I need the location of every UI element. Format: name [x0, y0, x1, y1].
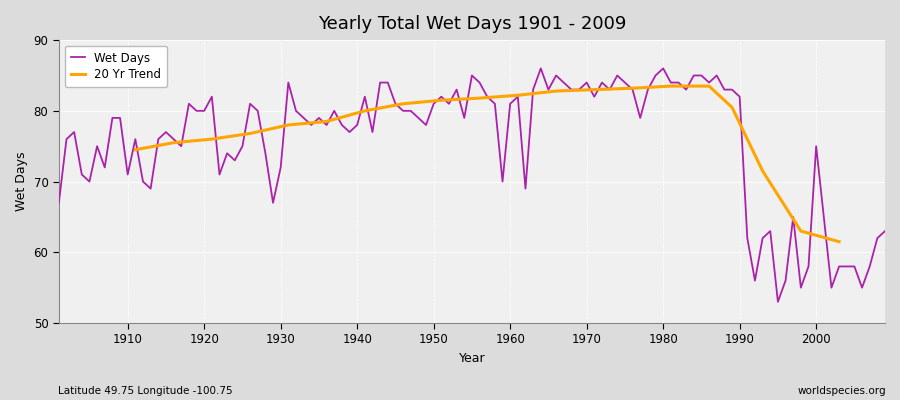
- 20 Yr Trend: [833, 239, 844, 244]
- 20 Yr Trend: [757, 168, 768, 173]
- Wet Days: [283, 80, 293, 85]
- 20 Yr Trend: [627, 86, 638, 91]
- Line: 20 Yr Trend: 20 Yr Trend: [135, 86, 839, 242]
- 20 Yr Trend: [359, 108, 370, 113]
- Wet Days: [536, 66, 546, 71]
- 20 Yr Trend: [436, 98, 446, 103]
- 20 Yr Trend: [796, 229, 806, 234]
- Wet Days: [328, 108, 339, 113]
- 20 Yr Trend: [551, 89, 562, 94]
- Text: worldspecies.org: worldspecies.org: [798, 386, 886, 396]
- Y-axis label: Wet Days: Wet Days: [15, 152, 28, 211]
- 20 Yr Trend: [704, 84, 715, 88]
- 20 Yr Trend: [245, 131, 256, 136]
- Text: Latitude 49.75 Longitude -100.75: Latitude 49.75 Longitude -100.75: [58, 386, 233, 396]
- Line: Wet Days: Wet Days: [58, 68, 885, 302]
- 20 Yr Trend: [474, 96, 485, 100]
- Wet Days: [114, 116, 125, 120]
- 20 Yr Trend: [283, 122, 293, 127]
- 20 Yr Trend: [726, 105, 737, 110]
- Wet Days: [53, 200, 64, 205]
- Wet Days: [497, 179, 508, 184]
- 20 Yr Trend: [321, 119, 332, 124]
- 20 Yr Trend: [589, 87, 599, 92]
- Wet Days: [505, 101, 516, 106]
- 20 Yr Trend: [398, 101, 409, 106]
- Wet Days: [604, 87, 615, 92]
- 20 Yr Trend: [168, 140, 179, 145]
- Wet Days: [879, 229, 890, 234]
- Legend: Wet Days, 20 Yr Trend: Wet Days, 20 Yr Trend: [65, 46, 167, 87]
- 20 Yr Trend: [665, 84, 676, 88]
- 20 Yr Trend: [206, 137, 217, 142]
- Wet Days: [772, 300, 783, 304]
- 20 Yr Trend: [512, 93, 523, 98]
- 20 Yr Trend: [130, 147, 140, 152]
- X-axis label: Year: Year: [459, 352, 485, 365]
- Title: Yearly Total Wet Days 1901 - 2009: Yearly Total Wet Days 1901 - 2009: [318, 15, 626, 33]
